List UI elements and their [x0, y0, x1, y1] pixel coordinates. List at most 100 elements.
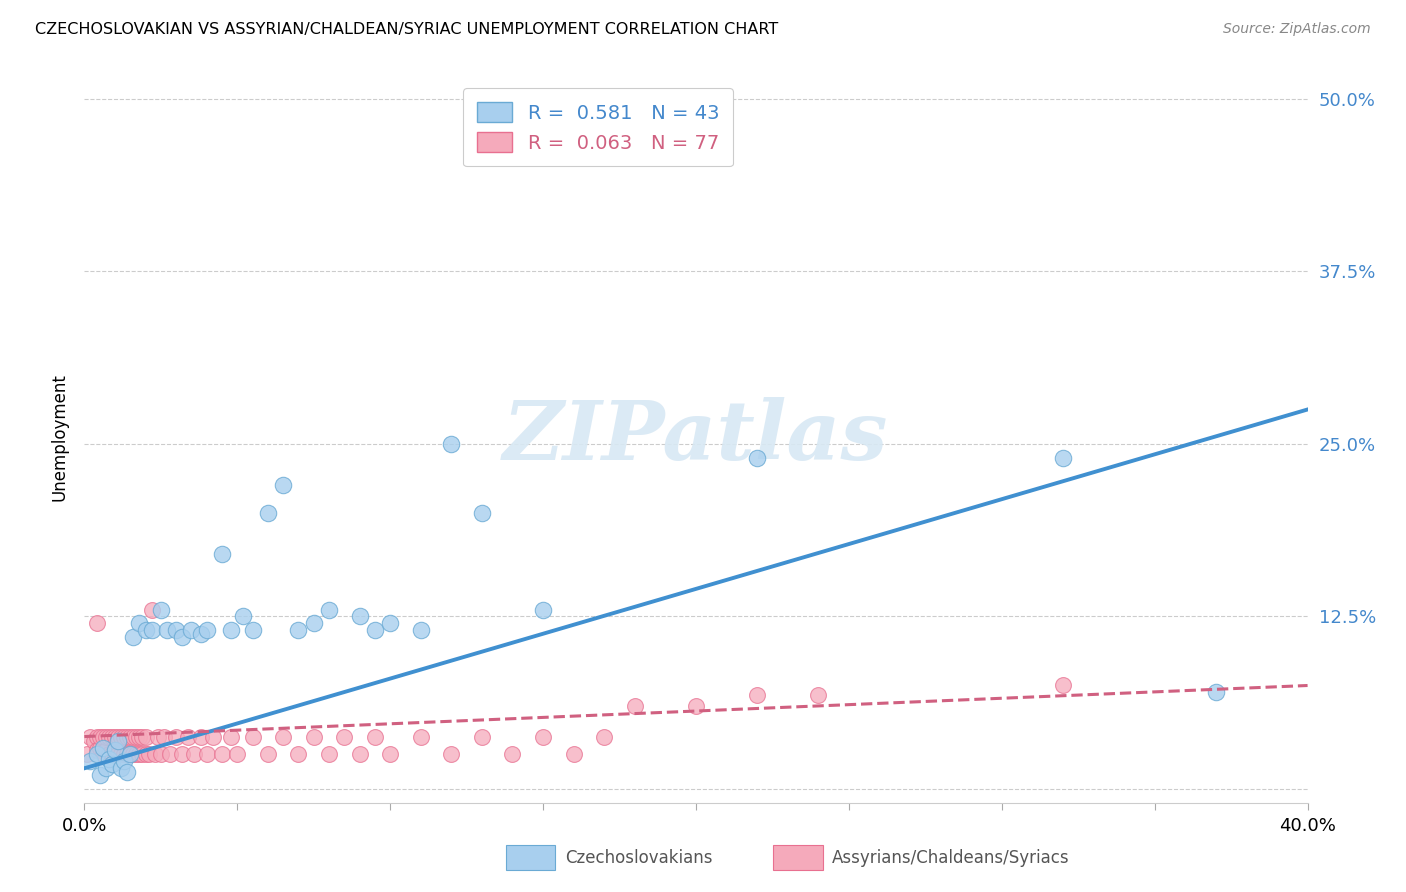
Point	[349, 747, 371, 762]
Point	[153, 730, 176, 744]
Point	[86, 730, 108, 744]
Point	[112, 730, 135, 744]
Point	[232, 609, 254, 624]
Point	[135, 730, 157, 744]
Point	[122, 730, 145, 744]
Point	[131, 747, 153, 762]
Point	[201, 730, 224, 744]
Point	[195, 747, 218, 762]
Point	[94, 743, 117, 757]
Point	[747, 688, 769, 702]
Text: Assyrians/Chaldeans/Syriacs: Assyrians/Chaldeans/Syriacs	[832, 849, 1070, 867]
Point	[112, 755, 135, 769]
Point	[128, 616, 150, 631]
Point	[409, 730, 432, 744]
Point	[138, 747, 160, 762]
Text: CZECHOSLOVAKIAN VS ASSYRIAN/CHALDEAN/SYRIAC UNEMPLOYMENT CORRELATION CHART: CZECHOSLOVAKIAN VS ASSYRIAN/CHALDEAN/SYR…	[35, 22, 779, 37]
Point	[115, 747, 138, 762]
Point	[177, 730, 200, 744]
Legend: R =  0.581   N = 43, R =  0.063   N = 77: R = 0.581 N = 43, R = 0.063 N = 77	[464, 88, 733, 167]
Point	[159, 747, 181, 762]
Point	[120, 730, 142, 744]
Point	[271, 478, 294, 492]
Point	[380, 747, 402, 762]
Point	[172, 630, 194, 644]
Point	[364, 624, 387, 638]
Point	[79, 730, 101, 744]
Point	[128, 747, 150, 762]
Point	[110, 730, 132, 744]
Point	[242, 730, 264, 744]
Point	[125, 730, 148, 744]
Point	[471, 730, 494, 744]
Point	[101, 747, 124, 762]
Point	[101, 757, 124, 772]
Point	[302, 616, 325, 631]
Point	[86, 616, 108, 631]
Point	[89, 730, 111, 744]
Point	[141, 624, 163, 638]
Point	[143, 747, 166, 762]
Point	[91, 740, 114, 755]
Point	[747, 450, 769, 465]
Point	[107, 747, 129, 762]
Point	[531, 730, 554, 744]
Text: ZIPatlas: ZIPatlas	[503, 397, 889, 477]
Point	[101, 730, 124, 744]
Point	[149, 747, 172, 762]
Point	[165, 624, 187, 638]
Point	[112, 747, 135, 762]
Point	[440, 747, 463, 762]
Point	[79, 755, 101, 769]
Point	[219, 730, 242, 744]
Point	[226, 747, 249, 762]
Point	[141, 602, 163, 616]
Point	[156, 624, 179, 638]
Point	[562, 747, 585, 762]
Point	[120, 747, 142, 762]
Point	[1052, 678, 1074, 692]
Point	[409, 624, 432, 638]
Point	[380, 616, 402, 631]
Point	[97, 730, 120, 744]
Point	[94, 761, 117, 775]
Point	[89, 768, 111, 782]
Point	[91, 747, 114, 762]
Text: Czechoslovakians: Czechoslovakians	[565, 849, 713, 867]
Point	[165, 730, 187, 744]
Point	[531, 602, 554, 616]
Point	[807, 688, 830, 702]
Point	[91, 730, 114, 744]
Point	[685, 699, 707, 714]
Point	[97, 747, 120, 762]
Point	[94, 730, 117, 744]
Point	[120, 747, 142, 762]
Point	[471, 506, 494, 520]
Point	[211, 548, 233, 562]
Point	[593, 730, 616, 744]
Point	[115, 765, 138, 780]
Point	[104, 743, 127, 757]
Point	[172, 747, 194, 762]
Point	[349, 609, 371, 624]
Point	[318, 747, 340, 762]
Point	[76, 747, 98, 762]
Point	[83, 733, 105, 747]
Point	[122, 630, 145, 644]
Point	[287, 624, 309, 638]
Point	[104, 730, 127, 744]
Point	[149, 602, 172, 616]
Point	[131, 730, 153, 744]
Point	[364, 730, 387, 744]
Y-axis label: Unemployment: Unemployment	[51, 373, 69, 501]
Point	[271, 730, 294, 744]
Point	[257, 747, 280, 762]
Point	[183, 747, 205, 762]
Point	[190, 627, 212, 641]
Point	[89, 740, 111, 755]
Point	[257, 506, 280, 520]
Point	[287, 747, 309, 762]
Point	[135, 747, 157, 762]
Point	[180, 624, 202, 638]
Point	[86, 747, 108, 762]
